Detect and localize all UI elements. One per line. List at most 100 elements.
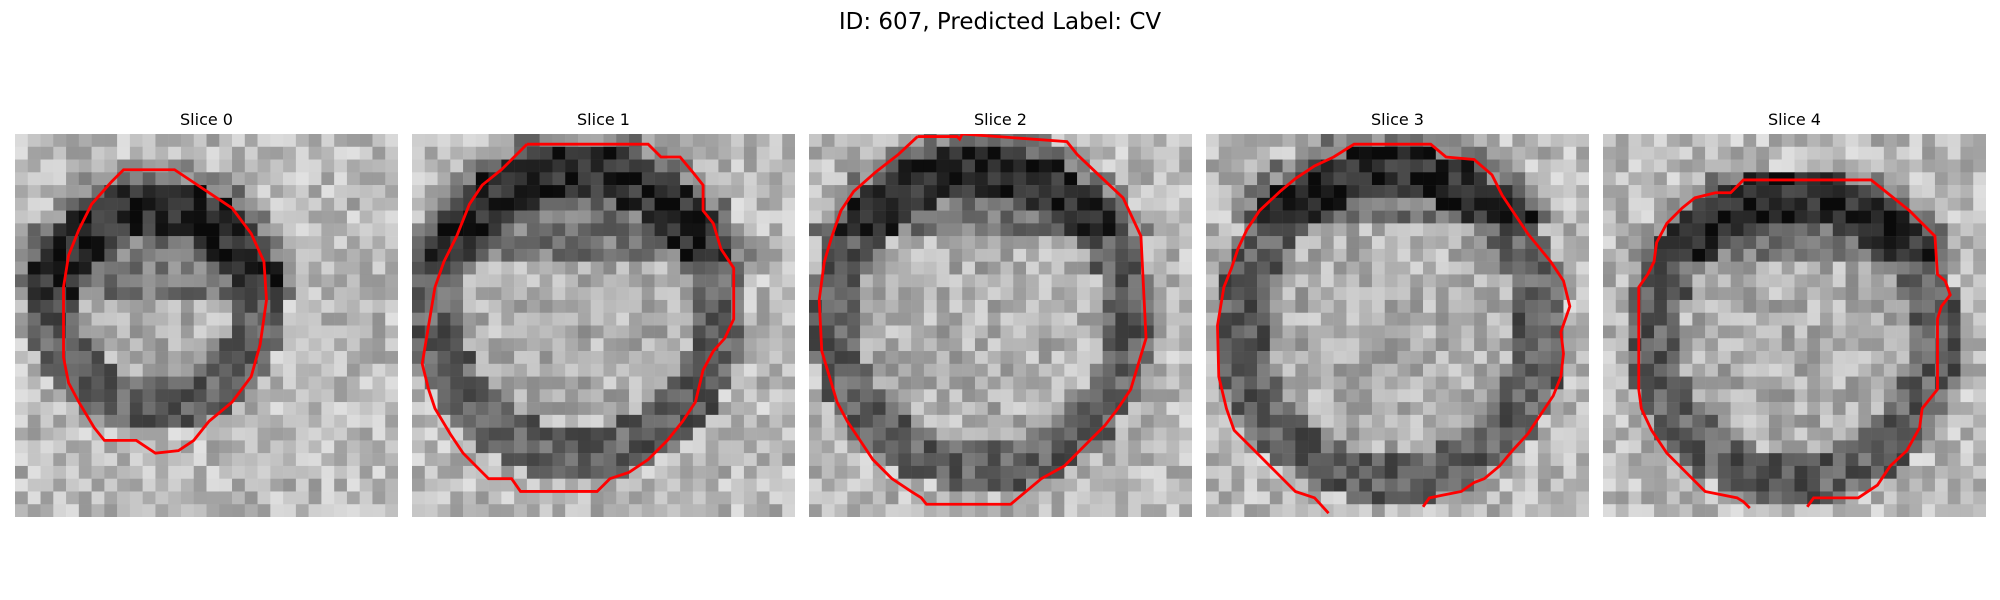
pixel bbox=[809, 210, 823, 224]
pixel bbox=[1743, 504, 1757, 517]
pixel bbox=[616, 363, 630, 377]
pixel bbox=[91, 223, 105, 237]
pixel bbox=[1486, 478, 1500, 492]
pixel bbox=[1654, 159, 1668, 173]
pixel bbox=[1794, 427, 1808, 441]
pixel bbox=[193, 248, 207, 262]
pixel bbox=[847, 223, 861, 237]
pixel bbox=[1909, 504, 1923, 517]
pixel bbox=[1038, 274, 1052, 288]
pixel bbox=[731, 236, 745, 250]
pixel bbox=[206, 248, 220, 262]
pixel bbox=[1346, 491, 1360, 505]
pixel bbox=[1000, 325, 1014, 339]
pixel bbox=[1384, 363, 1398, 377]
pixel bbox=[680, 210, 694, 224]
pixel bbox=[1333, 159, 1347, 173]
pixel bbox=[450, 134, 464, 148]
pixel bbox=[66, 325, 80, 339]
figure-title: ID: 607, Predicted Label: CV bbox=[838, 9, 1162, 35]
pixel bbox=[641, 287, 655, 301]
pixel bbox=[641, 261, 655, 275]
pixel bbox=[1064, 465, 1078, 479]
pixel bbox=[1474, 134, 1488, 148]
pixel bbox=[1128, 427, 1142, 441]
pixel bbox=[15, 223, 29, 237]
pixel bbox=[488, 478, 502, 492]
pixel bbox=[308, 312, 322, 326]
pixel bbox=[743, 325, 757, 339]
pixel bbox=[603, 248, 617, 262]
pixel bbox=[1295, 376, 1309, 390]
pixel bbox=[809, 427, 823, 441]
pixel bbox=[821, 197, 835, 211]
pixel bbox=[1435, 440, 1449, 454]
pixel bbox=[334, 299, 348, 313]
pixel bbox=[1603, 376, 1617, 390]
pixel bbox=[1960, 478, 1974, 492]
pixel bbox=[590, 223, 604, 237]
pixel bbox=[1692, 299, 1706, 313]
pixel bbox=[577, 185, 591, 199]
pixel bbox=[142, 491, 156, 505]
pixel bbox=[129, 478, 143, 492]
pixel bbox=[962, 453, 976, 467]
pixel bbox=[1807, 159, 1821, 173]
pixel bbox=[129, 504, 143, 517]
pixel bbox=[590, 197, 604, 211]
pixel bbox=[731, 427, 745, 441]
pixel bbox=[539, 338, 553, 352]
pixel bbox=[1705, 351, 1719, 365]
pixel bbox=[1756, 453, 1770, 467]
pixel bbox=[1832, 402, 1846, 416]
pixel bbox=[1102, 389, 1116, 403]
pixel bbox=[1768, 248, 1782, 262]
pixel bbox=[1922, 376, 1936, 390]
pixel bbox=[1717, 478, 1731, 492]
pixel bbox=[860, 402, 874, 416]
pixel bbox=[1615, 248, 1629, 262]
pixel bbox=[1346, 376, 1360, 390]
pixel bbox=[936, 478, 950, 492]
pixel bbox=[1206, 146, 1220, 160]
pixel bbox=[603, 299, 617, 313]
pixel bbox=[437, 338, 451, 352]
pixel bbox=[1153, 274, 1167, 288]
pixel bbox=[1845, 274, 1859, 288]
pixel bbox=[949, 185, 963, 199]
pixel bbox=[1743, 351, 1757, 365]
pixel bbox=[346, 491, 360, 505]
pixel bbox=[577, 338, 591, 352]
pixel bbox=[1333, 134, 1347, 148]
pixel bbox=[1973, 223, 1986, 237]
pixel bbox=[1832, 338, 1846, 352]
pixel bbox=[321, 274, 335, 288]
pixel bbox=[1346, 210, 1360, 224]
pixel bbox=[885, 172, 899, 186]
pixel bbox=[1371, 159, 1385, 173]
pixel bbox=[1218, 223, 1232, 237]
pixel bbox=[1486, 453, 1500, 467]
pixel bbox=[1807, 134, 1821, 148]
pixel bbox=[1486, 287, 1500, 301]
pixel bbox=[1832, 248, 1846, 262]
pixel bbox=[1499, 159, 1513, 173]
pixel bbox=[1730, 338, 1744, 352]
pixel bbox=[1359, 312, 1373, 326]
pixel bbox=[1960, 248, 1974, 262]
pixel bbox=[1807, 146, 1821, 160]
pixel bbox=[129, 172, 143, 186]
pixel bbox=[1013, 223, 1027, 237]
pixel bbox=[244, 299, 258, 313]
pixel bbox=[1128, 338, 1142, 352]
pixel bbox=[1820, 159, 1834, 173]
pixel bbox=[1346, 197, 1360, 211]
pixel bbox=[1717, 453, 1731, 467]
pixel bbox=[1743, 376, 1757, 390]
pixel bbox=[1206, 453, 1220, 467]
pixel bbox=[1282, 376, 1296, 390]
pixel bbox=[270, 134, 284, 148]
pixel bbox=[1743, 261, 1757, 275]
pixel bbox=[219, 261, 233, 275]
pixel bbox=[385, 440, 398, 454]
